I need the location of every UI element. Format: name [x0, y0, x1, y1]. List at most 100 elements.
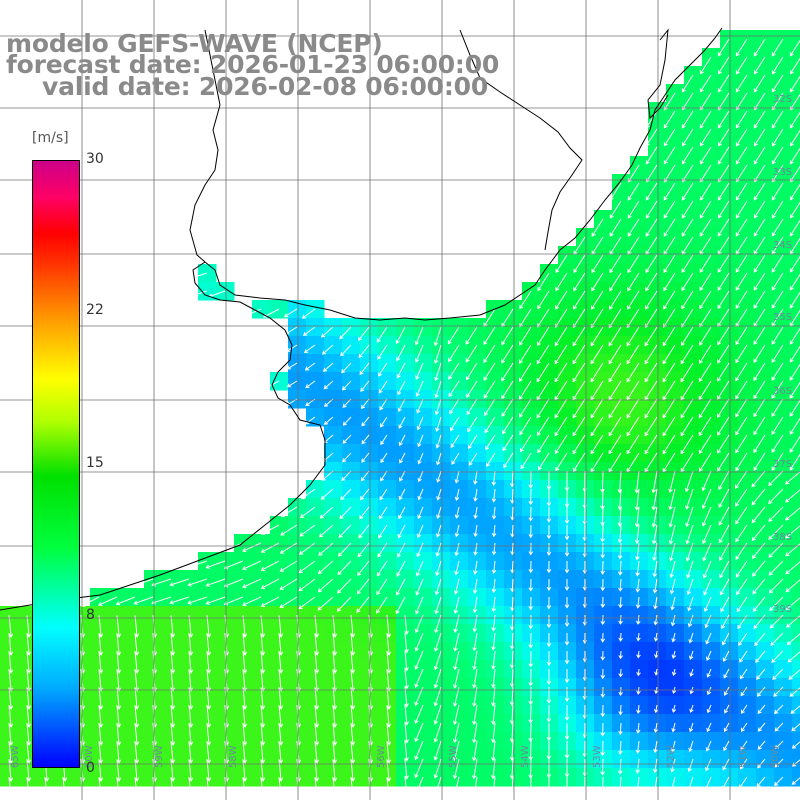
wind-arrow — [546, 740, 552, 760]
wind-arrow — [735, 398, 748, 418]
wind-arrow — [653, 596, 658, 610]
wind-arrow — [491, 560, 497, 575]
wind-arrow — [338, 524, 352, 538]
wind-arrow — [735, 344, 748, 364]
wind-arrow — [635, 596, 641, 609]
wind-arrow — [717, 344, 730, 364]
wind-arrow — [502, 434, 514, 452]
wind-arrow — [617, 506, 623, 527]
latitude-label: 36S — [773, 386, 792, 397]
wind-arrow — [448, 344, 460, 363]
wind-arrow — [735, 92, 748, 111]
wind-arrow — [519, 326, 532, 346]
wind-arrow — [454, 542, 460, 557]
wind-arrow — [626, 398, 640, 419]
wind-cell — [306, 552, 325, 571]
wind-arrow — [98, 776, 104, 800]
wind-arrow — [735, 74, 748, 93]
wind-arrow — [546, 776, 552, 797]
wind-arrow — [789, 129, 800, 147]
wind-arrow — [717, 326, 730, 346]
wind-arrow — [554, 326, 568, 347]
wind-arrow — [397, 524, 406, 539]
wind-cell — [324, 480, 343, 499]
wind-arrow — [502, 416, 514, 435]
wind-arrow — [490, 722, 496, 744]
wind-arrow — [397, 380, 406, 396]
wind-arrow — [44, 776, 50, 800]
wind-arrow — [718, 506, 730, 526]
wind-arrow — [546, 704, 552, 723]
wind-arrow — [286, 380, 298, 388]
wind-arrow — [537, 290, 550, 310]
wind-cell — [324, 336, 343, 355]
wind-arrow — [509, 776, 515, 798]
wind-arrow — [435, 524, 442, 538]
wind-arrow — [753, 452, 766, 471]
wind-arrow — [663, 200, 676, 219]
wind-cell — [288, 354, 307, 373]
wind-arrow — [286, 362, 298, 370]
wind-arrow — [717, 164, 730, 183]
wind-arrow — [645, 110, 658, 129]
wind-arrow — [627, 164, 640, 183]
wind-arrow — [789, 111, 800, 129]
wind-arrow — [490, 704, 496, 725]
wind-arrow — [452, 668, 460, 689]
wind-cell — [288, 498, 307, 517]
wind-arrow — [757, 758, 766, 769]
wind-arrow — [663, 272, 676, 292]
wind-arrow — [260, 596, 280, 607]
wind-arrow — [528, 650, 533, 668]
wind-arrow — [717, 398, 730, 418]
wind-arrow — [735, 56, 748, 75]
wind-arrow — [699, 272, 712, 291]
wind-cell — [792, 606, 800, 625]
wind-arrow — [572, 434, 586, 455]
wind-cell — [288, 534, 307, 553]
wind-arrow — [789, 93, 800, 111]
wind-arrow — [471, 776, 478, 798]
wind-arrow — [755, 650, 766, 663]
wind-arrow — [689, 668, 694, 677]
wind-arrow — [260, 542, 280, 553]
wind-arrow — [627, 290, 640, 310]
wind-arrow — [483, 380, 496, 399]
wind-arrow — [721, 776, 730, 791]
wind-cell — [792, 462, 800, 481]
wind-arrow — [395, 326, 406, 345]
wind-arrow — [634, 488, 640, 511]
wind-arrow — [751, 542, 766, 559]
wind-arrow — [680, 398, 694, 419]
wind-arrow — [417, 506, 424, 520]
wind-cell — [324, 390, 343, 409]
wind-arrow — [627, 272, 640, 292]
wind-arrow — [627, 218, 640, 237]
wind-arrow — [786, 633, 800, 646]
wind-arrow — [600, 488, 605, 510]
wind-arrow — [528, 668, 533, 687]
wind-arrow — [360, 380, 370, 392]
wind-arrow — [433, 632, 442, 652]
wind-arrow — [735, 524, 748, 543]
wind-arrow — [600, 686, 606, 698]
wind-arrow — [528, 488, 534, 506]
wind-arrow — [618, 722, 623, 736]
wind-arrow — [699, 344, 712, 364]
wind-arrow — [187, 578, 208, 587]
wind-arrow — [785, 579, 800, 593]
wind-arrow — [340, 344, 352, 357]
wind-arrow — [590, 416, 604, 437]
wind-arrow — [608, 416, 622, 437]
wind-arrow — [753, 272, 766, 291]
wind-arrow — [738, 632, 748, 646]
wind-arrow — [753, 218, 766, 237]
wind-arrow — [336, 596, 352, 612]
wind-cell — [792, 264, 800, 283]
wind-arrow — [663, 290, 676, 310]
wind-arrow — [417, 488, 424, 501]
wind-arrow — [404, 704, 409, 726]
wind-cell — [792, 84, 800, 103]
wind-arrow — [789, 363, 800, 381]
wind-arrow — [771, 38, 784, 57]
